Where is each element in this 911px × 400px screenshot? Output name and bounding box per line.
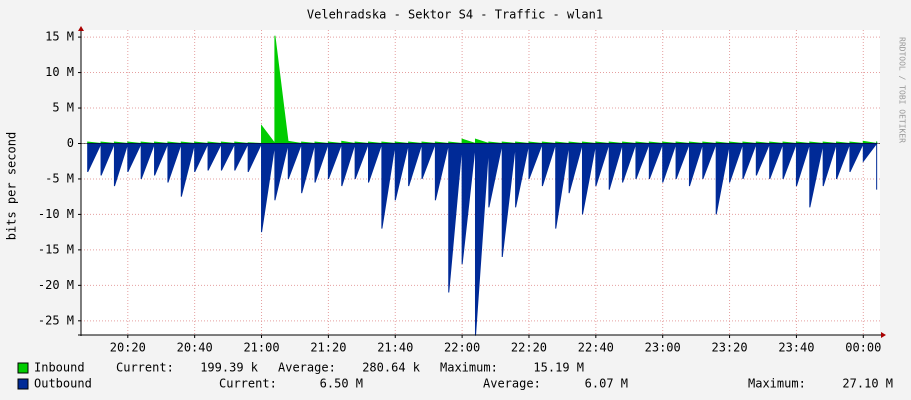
x-tick-label: 22:40 bbox=[578, 341, 614, 355]
y-tick-label: -10 M bbox=[38, 207, 74, 221]
y-axis-arrow bbox=[78, 26, 84, 31]
stat-label: Average: bbox=[483, 377, 541, 391]
x-axis-arrow bbox=[881, 332, 886, 338]
y-tick-label: 0 bbox=[67, 136, 74, 150]
legend-label: Outbound bbox=[34, 377, 92, 391]
x-tick-label: 22:20 bbox=[511, 341, 547, 355]
legend-swatch bbox=[17, 378, 29, 390]
x-tick-label: 21:20 bbox=[310, 341, 346, 355]
y-tick-label: -25 M bbox=[38, 313, 74, 327]
x-tick-label: 21:40 bbox=[377, 341, 413, 355]
x-tick-label: 23:00 bbox=[645, 341, 681, 355]
x-tick-label: 22:00 bbox=[444, 341, 480, 355]
x-tick-label: 20:40 bbox=[177, 341, 213, 355]
stat-label: Maximum: bbox=[440, 361, 498, 375]
y-tick-label: -5 M bbox=[45, 171, 74, 185]
x-tick-label: 21:00 bbox=[243, 341, 279, 355]
y-axis-label: bits per second bbox=[5, 132, 19, 240]
x-tick-label: 23:20 bbox=[711, 341, 747, 355]
stat-value: 6.07 M bbox=[585, 377, 628, 391]
stat-value: 15.19 M bbox=[533, 361, 584, 375]
y-tick-label: 5 M bbox=[52, 101, 74, 115]
chart-title: Velehradska - Sektor S4 - Traffic - wlan… bbox=[307, 8, 603, 22]
y-tick-label: 10 M bbox=[45, 65, 74, 79]
stat-value: 199.39 k bbox=[200, 361, 259, 375]
stat-value: 27.10 M bbox=[842, 377, 893, 391]
legend-swatch bbox=[17, 362, 29, 374]
area bbox=[87, 141, 878, 336]
stat-value: 280.64 k bbox=[362, 361, 421, 375]
y-tick-label: 15 M bbox=[45, 30, 74, 44]
stat-label: Current: bbox=[116, 361, 174, 375]
x-tick-label: 00:00 bbox=[845, 341, 881, 355]
y-tick-label: -15 M bbox=[38, 242, 74, 256]
legend: Inbound Current: 199.39 k Average: 280.64 k M… bbox=[17, 361, 893, 391]
stat-value: 6.50 M bbox=[320, 377, 363, 391]
axes bbox=[78, 26, 886, 338]
legend-label: Inbound bbox=[34, 361, 85, 375]
watermark: RRDTOOL / TOBI OETIKER bbox=[898, 37, 907, 143]
x-tick-label: 20:20 bbox=[110, 341, 146, 355]
data bbox=[81, 35, 880, 336]
y-tick-label: -20 M bbox=[38, 278, 74, 292]
stat-label: Current: bbox=[219, 377, 277, 391]
stat-label: Average: bbox=[278, 361, 336, 375]
x-tick-label: 23:40 bbox=[778, 341, 814, 355]
stat-label: Maximum: bbox=[748, 377, 806, 391]
